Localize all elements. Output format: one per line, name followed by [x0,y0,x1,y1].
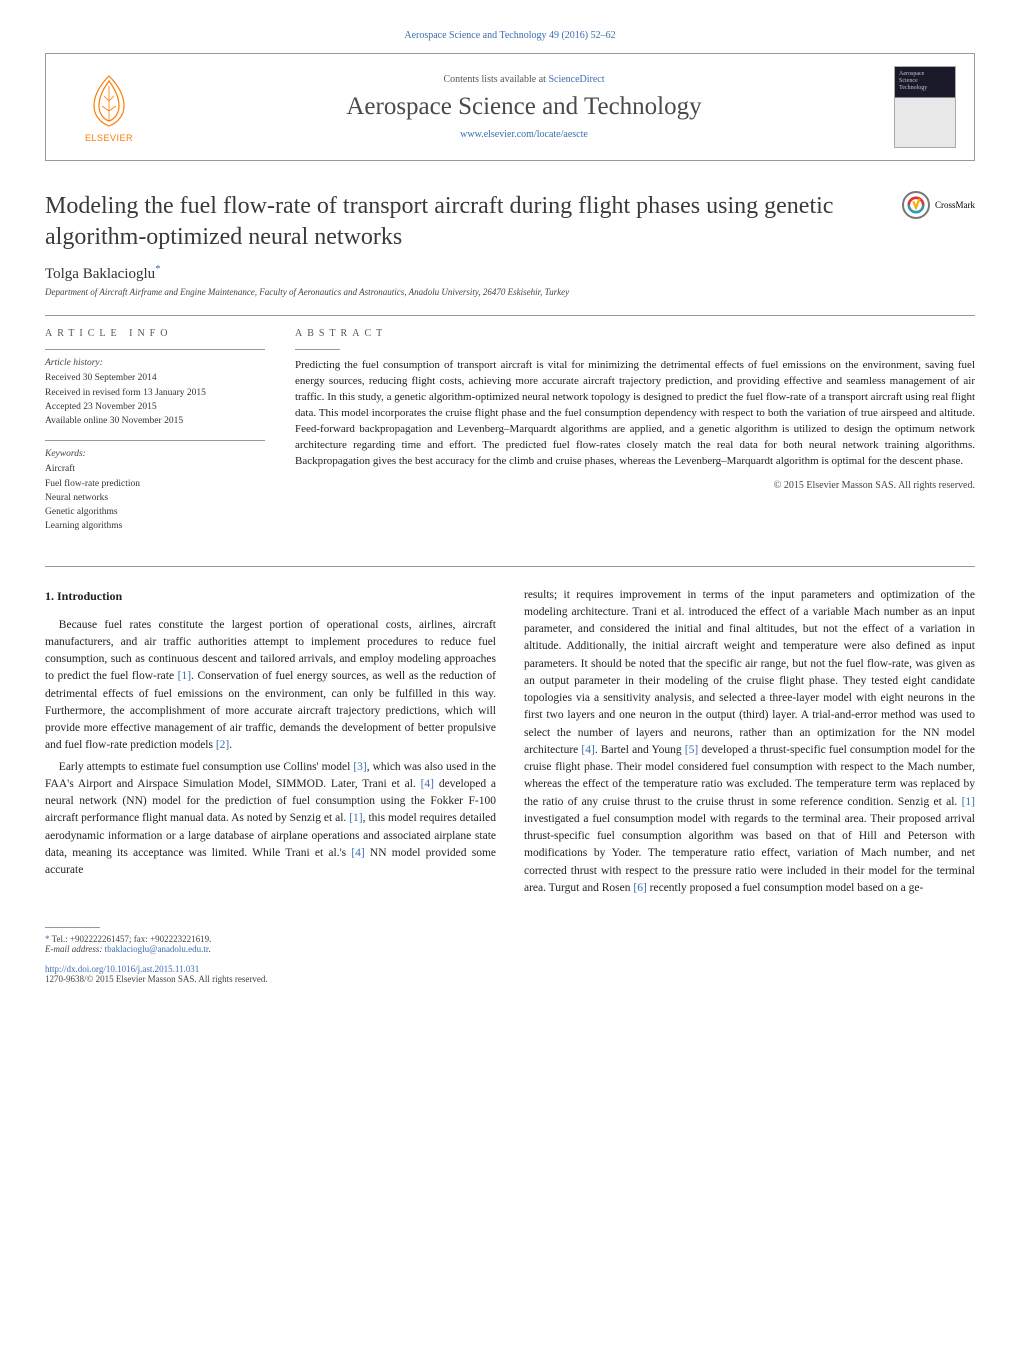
email-link[interactable]: tbaklacioglu@anadolu.edu.tr [105,944,209,954]
author-text: Tolga Baklacioglu [45,266,155,282]
footnote-tel: * Tel.: +902222261457; fax: +90222322161… [45,934,464,944]
intro-para-1: Because fuel rates constitute the larges… [45,617,496,755]
journal-name: Aerospace Science and Technology [154,93,894,121]
abstract-divider [295,349,340,350]
crossmark-label: CrossMark [935,200,975,210]
ref-link[interactable]: [2] [216,739,229,751]
top-journal-ref: Aerospace Science and Technology 49 (201… [45,30,975,41]
crossmark-icon [902,191,930,219]
ref-link[interactable]: [4] [351,847,364,859]
abstract-text: Predicting the fuel consumption of trans… [295,349,975,470]
journal-cover-thumb: Aerospace Science Technology [894,66,956,148]
keyword: Genetic algorithms [45,505,265,519]
affiliation: Department of Aircraft Airframe and Engi… [45,287,975,297]
keyword: Aircraft [45,462,265,476]
sciencedirect-link[interactable]: ScienceDirect [548,74,604,85]
email-label: E-mail address: [45,944,102,954]
journal-header: ELSEVIER Contents lists available at Sci… [45,53,975,161]
ref-link[interactable]: [4] [581,744,594,756]
keyword: Fuel flow-rate prediction [45,477,265,491]
footnote-separator [45,927,100,928]
header-center: Contents lists available at ScienceDirec… [154,74,894,140]
ref-link[interactable]: [6] [633,882,646,894]
history-line: Accepted 23 November 2015 [45,400,265,414]
body-text: results; it requires improvement in term… [524,589,975,756]
corr-star-icon: * [45,934,50,944]
doi-link[interactable]: http://dx.doi.org/10.1016/j.ast.2015.11.… [45,964,199,974]
title-row: Modeling the fuel flow-rate of transport… [45,191,975,253]
tel-text: Tel.: +902222261457; fax: +902223221619. [52,934,212,944]
contents-available: Contents lists available at ScienceDirec… [154,74,894,85]
body-columns: 1. Introduction Because fuel rates const… [45,587,975,898]
ref-link[interactable]: [1] [178,670,191,682]
journal-url-link[interactable]: www.elsevier.com/locate/aescte [460,129,588,140]
abstract-column: abstract Predicting the fuel consumption… [295,328,975,545]
abstract-body: Predicting the fuel consumption of trans… [295,359,975,467]
contents-prefix: Contents lists available at [443,74,548,85]
issn-line: 1270-9638/© 2015 Elsevier Masson SAS. Al… [45,974,464,984]
elsevier-tree-icon [79,71,139,131]
ref-link[interactable]: [1] [962,796,975,808]
body-text: . Conservation of fuel energy sources, a… [45,670,496,751]
body-text: . Bartel and Young [595,744,685,756]
crossmark-badge[interactable]: CrossMark [902,191,975,219]
keywords-block: Keywords: Aircraft Fuel flow-rate predic… [45,440,265,533]
history-block: Article history: Received 30 September 2… [45,349,265,428]
history-line: Received 30 September 2014 [45,371,265,385]
top-journal-link[interactable]: Aerospace Science and Technology 49 (201… [404,30,615,41]
publisher-name: ELSEVIER [85,133,133,143]
history-heading: Article history: [45,358,265,368]
keyword: Neural networks [45,491,265,505]
copyright: © 2015 Elsevier Masson SAS. All rights r… [295,480,975,491]
section-divider [45,315,975,316]
article-info-label: article info [45,328,265,339]
article-title: Modeling the fuel flow-rate of transport… [45,191,882,253]
elsevier-logo: ELSEVIER [64,71,154,143]
journal-homepage: www.elsevier.com/locate/aescte [154,129,894,140]
ref-link[interactable]: [3] [353,761,366,773]
history-line: Available online 30 November 2015 [45,414,265,428]
keywords-heading: Keywords: [45,449,265,459]
ref-link[interactable]: [4] [421,778,434,790]
footnote-block: * Tel.: +902222261457; fax: +90222322161… [45,927,464,984]
author-name: Tolga Baklacioglu* [45,263,975,283]
body-text: Early attempts to estimate fuel consumpt… [59,761,354,773]
keyword: Learning algorithms [45,519,265,533]
thumb-title: Aerospace Science Technology [899,71,927,93]
doi-line: http://dx.doi.org/10.1016/j.ast.2015.11.… [45,964,464,974]
body-text: recently proposed a fuel consumption mod… [647,882,924,894]
footnote-email: E-mail address: tbaklacioglu@anadolu.edu… [45,944,464,954]
author-affil-star[interactable]: * [155,263,161,275]
history-line: Received in revised form 13 January 2015 [45,386,265,400]
ref-link[interactable]: [5] [685,744,698,756]
info-abstract-row: article info Article history: Received 3… [45,328,975,545]
col2-para: results; it requires improvement in term… [524,587,975,898]
ref-link[interactable]: [1] [349,812,362,824]
abstract-label: abstract [295,328,975,339]
section-divider [45,566,975,567]
intro-heading: 1. Introduction [45,587,496,605]
intro-para-2: Early attempts to estimate fuel consumpt… [45,759,496,880]
article-info-column: article info Article history: Received 3… [45,328,265,545]
